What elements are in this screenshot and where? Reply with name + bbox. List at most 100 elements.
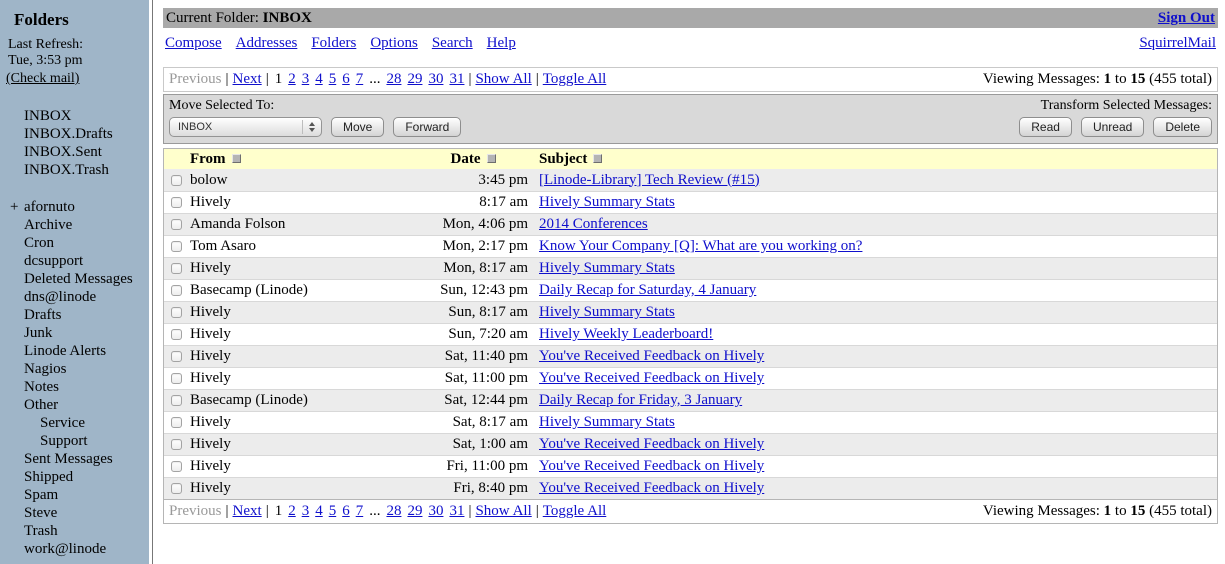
sidebar-folder[interactable]: work@linode [24, 540, 149, 558]
special-folder-link[interactable]: INBOX [24, 108, 72, 124]
sidebar-folder[interactable]: Deleted Messages [24, 270, 149, 288]
row-checkbox[interactable] [170, 241, 182, 252]
sidebar-folder[interactable]: Cron [24, 234, 149, 252]
row-subject-link[interactable]: Daily Recap for Saturday, 4 January [539, 282, 757, 298]
menu-folders[interactable]: Folders [311, 35, 357, 51]
delete-button[interactable]: Delete [1153, 117, 1212, 137]
page-link[interactable]: 3 [301, 71, 310, 87]
folder-link[interactable]: Linode Alerts [24, 343, 107, 359]
page-link[interactable]: 6 [342, 71, 350, 87]
column-header-subject[interactable]: Subject [539, 150, 588, 167]
folder-link[interactable]: Archive [24, 217, 73, 233]
sort-date-icon[interactable] [486, 153, 496, 163]
page-link[interactable]: 30 [428, 71, 444, 87]
row-subject-link[interactable]: You've Received Feedback on Hively [539, 458, 765, 474]
folder-link[interactable]: Cron [24, 235, 54, 251]
toggle-all-link[interactable]: Toggle All [542, 503, 607, 519]
row-checkbox[interactable] [170, 483, 182, 494]
show-all-link[interactable]: Show All [475, 71, 532, 87]
page-link[interactable]: 4 [315, 71, 323, 87]
move-button[interactable]: Move [331, 117, 385, 137]
row-subject-link[interactable]: Daily Recap for Friday, 3 January [539, 392, 743, 408]
sidebar-folder[interactable]: Support [24, 432, 149, 450]
row-subject-link[interactable]: Hively Summary Stats [539, 194, 675, 210]
check-mail-link[interactable]: (Check mail) [6, 71, 80, 86]
folder-link[interactable]: Spam [24, 487, 59, 503]
row-checkbox[interactable] [170, 417, 182, 428]
page-link[interactable]: 28 [386, 503, 402, 519]
page-link[interactable]: 29 [407, 503, 423, 519]
page-link[interactable]: 31 [449, 71, 465, 87]
sidebar-folder[interactable]: Notes [24, 378, 149, 396]
next-link[interactable]: Next [232, 71, 262, 87]
page-link[interactable]: 2 [288, 71, 296, 87]
row-subject-link[interactable]: You've Received Feedback on Hively [539, 348, 765, 364]
folder-link[interactable]: Shipped [24, 469, 74, 485]
special-folder-link[interactable]: INBOX.Trash [24, 162, 109, 178]
row-subject-link[interactable]: 2014 Conferences [539, 216, 648, 232]
row-subject-link[interactable]: [Linode-Library] Tech Review (#15) [539, 171, 760, 188]
menu-help[interactable]: Help [486, 35, 516, 51]
special-folder-link[interactable]: INBOX.Sent [24, 144, 102, 160]
folder-link[interactable]: Trash [24, 523, 58, 539]
page-link[interactable]: 2 [288, 503, 296, 519]
folder-link[interactable]: afornuto [24, 199, 75, 215]
sidebar-folder[interactable]: Steve [24, 504, 149, 522]
row-subject-link[interactable]: Hively Summary Stats [539, 414, 675, 430]
page-link[interactable]: 4 [315, 503, 323, 519]
folder-link[interactable]: dcsupport [24, 253, 84, 269]
page-link[interactable]: 6 [342, 503, 350, 519]
column-header-date[interactable]: Date [450, 150, 481, 167]
page-link[interactable]: 7 [355, 71, 364, 87]
special-folder-link[interactable]: INBOX.Drafts [24, 126, 113, 142]
row-checkbox[interactable] [170, 461, 182, 472]
page-link[interactable]: 7 [355, 503, 364, 519]
row-subject-link[interactable]: You've Received Feedback on Hively [539, 370, 765, 386]
folder-link[interactable]: Drafts [24, 307, 62, 323]
sidebar-special-folder[interactable]: INBOX.Drafts [24, 125, 149, 143]
sidebar-folder[interactable]: Linode Alerts [24, 342, 149, 360]
sidebar-folder[interactable]: dcsupport [24, 252, 149, 270]
row-checkbox[interactable] [170, 329, 182, 340]
sidebar-folder[interactable]: + afornuto [10, 198, 149, 216]
show-all-link[interactable]: Show All [475, 503, 532, 519]
row-subject-link[interactable]: Know Your Company [Q]: What are you work… [539, 238, 863, 254]
row-checkbox[interactable] [170, 439, 182, 450]
row-checkbox[interactable] [170, 219, 182, 230]
sidebar-folder[interactable]: Trash [24, 522, 149, 540]
row-checkbox[interactable] [170, 285, 182, 296]
move-to-select[interactable]: INBOX [169, 117, 322, 137]
page-link[interactable]: 5 [328, 503, 337, 519]
unread-button[interactable]: Unread [1080, 117, 1145, 137]
sidebar-folder[interactable]: Spam [24, 486, 149, 504]
folder-link[interactable]: dns@linode [24, 289, 97, 305]
folder-link[interactable]: Deleted Messages [24, 271, 133, 287]
squirrelmail-link[interactable]: SquirrelMail [1139, 35, 1216, 51]
row-subject-link[interactable]: Hively Summary Stats [539, 304, 675, 320]
folder-link[interactable]: Junk [24, 325, 53, 341]
page-link[interactable]: 29 [407, 71, 423, 87]
sidebar-special-folder[interactable]: INBOX.Trash [24, 161, 149, 179]
sidebar-special-folder[interactable]: INBOX [24, 107, 149, 125]
column-header-from[interactable]: From [190, 150, 226, 167]
page-link[interactable]: 28 [386, 71, 402, 87]
sidebar-folder[interactable]: Other [24, 396, 149, 414]
row-subject-link[interactable]: Hively Weekly Leaderboard! [539, 326, 714, 342]
page-link[interactable]: 30 [428, 503, 444, 519]
row-subject-link[interactable]: You've Received Feedback on Hively [539, 436, 765, 452]
row-subject-link[interactable]: Hively Summary Stats [539, 260, 675, 276]
page-link[interactable]: 3 [301, 503, 310, 519]
next-link[interactable]: Next [232, 503, 262, 519]
row-checkbox[interactable] [170, 263, 182, 274]
row-checkbox[interactable] [170, 197, 182, 208]
row-subject-link[interactable]: You've Received Feedback on Hively [539, 480, 765, 496]
menu-compose[interactable]: Compose [165, 35, 222, 51]
sidebar-folder[interactable]: Shipped [24, 468, 149, 486]
sort-subject-icon[interactable] [593, 153, 603, 163]
sidebar-folder[interactable]: Archive [24, 216, 149, 234]
row-checkbox[interactable] [170, 351, 182, 362]
row-checkbox[interactable] [170, 174, 182, 186]
sidebar-folder[interactable]: Service [24, 414, 149, 432]
sidebar-folder[interactable]: Sent Messages [24, 450, 149, 468]
folder-link[interactable]: Service [40, 415, 85, 431]
